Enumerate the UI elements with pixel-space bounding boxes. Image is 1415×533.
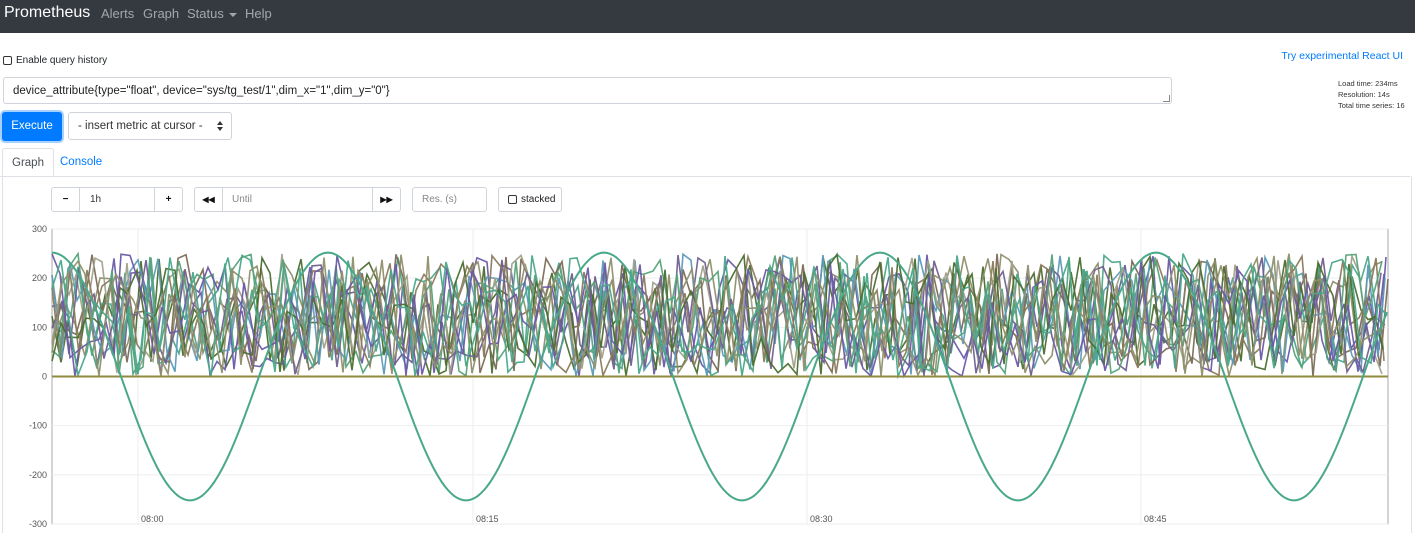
nav-status[interactable]: Status: [187, 6, 237, 21]
nav-help[interactable]: Help: [245, 6, 272, 21]
back-button[interactable]: ◀◀: [194, 187, 223, 212]
select-arrows-icon: [217, 121, 223, 131]
query-history-label: Enable query history: [16, 55, 108, 66]
tab-console[interactable]: Console: [60, 156, 103, 168]
range-decrease-button[interactable]: −: [51, 187, 80, 212]
stacked-checkbox[interactable]: [508, 195, 517, 204]
range-input[interactable]: 1h: [79, 187, 155, 212]
until-input[interactable]: Until: [222, 187, 373, 212]
forward-button[interactable]: ▶▶: [372, 187, 401, 212]
range-increase-button[interactable]: +: [154, 187, 183, 212]
resolution: Resolution: 14s: [1338, 90, 1390, 99]
metric-select[interactable]: - insert metric at cursor -: [68, 112, 232, 140]
metric-select-value: - insert metric at cursor -: [78, 120, 203, 132]
expression-text: device_attribute{type="float", device="s…: [13, 85, 390, 97]
chevron-down-icon: [228, 12, 237, 17]
stacked-toggle[interactable]: stacked: [498, 187, 562, 212]
resize-handle-icon[interactable]: [1163, 95, 1170, 102]
navbar: Prometheus Alerts Graph Status Help: [0, 0, 1415, 33]
query-history-checkbox[interactable]: [3, 56, 12, 65]
load-time: Load time: 234ms: [1338, 79, 1398, 88]
nav-graph[interactable]: Graph: [143, 6, 180, 21]
query-history-toggle[interactable]: Enable query history: [3, 55, 107, 66]
graph-panel: [2, 176, 1412, 533]
nav-alerts[interactable]: Alerts: [101, 6, 135, 21]
tab-bar: Graph Console: [0, 148, 1410, 177]
query-stats: Load time: 234ms Resolution: 14s Total t…: [1338, 78, 1405, 111]
total-series: Total time series: 16: [1338, 101, 1405, 110]
execute-button[interactable]: Execute: [2, 112, 62, 141]
nav-status-label: Status: [187, 6, 224, 21]
resolution-input[interactable]: Res. (s): [412, 187, 487, 212]
brand[interactable]: Prometheus: [4, 4, 91, 21]
stacked-label: stacked: [521, 194, 556, 205]
tab-graph[interactable]: Graph: [2, 148, 54, 176]
expression-input[interactable]: device_attribute{type="float", device="s…: [3, 77, 1172, 104]
react-ui-link[interactable]: Try experimental React UI: [1281, 50, 1403, 62]
